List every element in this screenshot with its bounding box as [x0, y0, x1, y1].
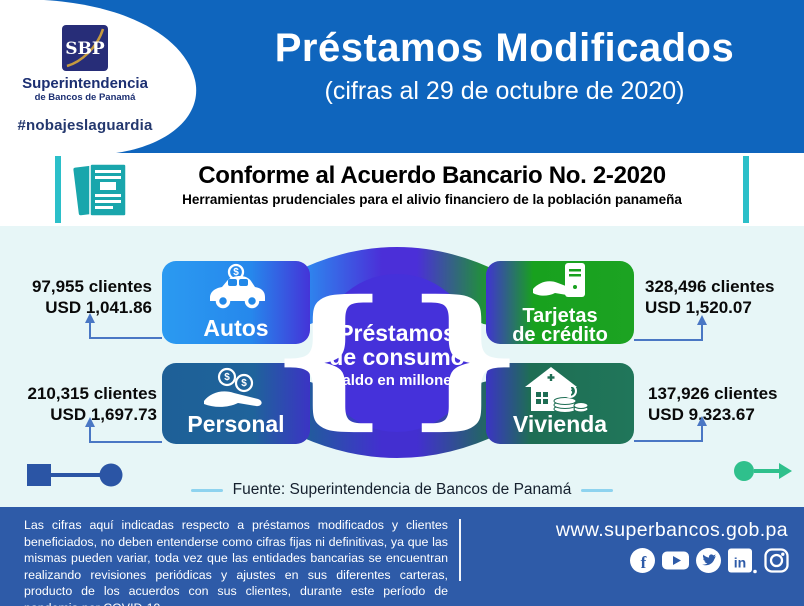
teal-stripe-right: [743, 156, 749, 223]
youtube-icon[interactable]: [661, 547, 690, 574]
svg-text:$: $: [224, 372, 230, 383]
agreement-banner: Conforme al Acuerdo Bancario No. 2-2020 …: [0, 153, 804, 226]
svg-text:$: $: [233, 267, 239, 278]
page-title: Préstamos Modificados: [274, 26, 735, 70]
svg-text:$: $: [241, 378, 247, 389]
personal-clients: 210,315 clientes: [27, 384, 157, 403]
tarjetas-label2: de crédito: [512, 324, 608, 346]
page-subtitle: (cifras al 29 de octubre de 2020): [324, 77, 685, 105]
personal-amount: USD 1,697.73: [50, 405, 157, 424]
tarjetas-amount: USD 1,520.07: [645, 298, 752, 317]
center-circle: [318, 274, 476, 432]
teal-stripe-left: [55, 156, 61, 223]
header-white-blob: [0, 0, 197, 153]
svg-text:in: in: [734, 555, 746, 571]
tarjetas-stats: 328,496 clientes USD 1,520.07: [645, 276, 774, 318]
center-line1: Préstamos: [338, 320, 456, 346]
hand-coins-icon: $ $: [204, 367, 262, 407]
autos-label: Autos: [203, 315, 268, 341]
website-link[interactable]: www.superbancos.gob.pa: [555, 519, 788, 541]
footer: Las cifras aquí indicadas respecto a pré…: [0, 507, 804, 606]
source-dash-right: [581, 488, 614, 492]
sbp-logo: SBP Superintendencia de Bancos de Panamá…: [15, 24, 155, 134]
source-row: Fuente: Superintendencia de Bancos de Pa…: [0, 481, 804, 499]
loans-diagram: { } Préstamos de consumo (saldo en millo…: [162, 247, 634, 458]
right-brace: }: [405, 268, 526, 444]
banner-subtitle: Herramientas prudenciales para el alivio…: [182, 192, 682, 207]
tarjetas-box: [486, 261, 634, 344]
disclaimer-text: Las cifras aquí indicadas respecto a pré…: [24, 518, 448, 606]
org-name-line2: de Bancos de Panamá: [34, 92, 136, 103]
tarjetas-clients: 328,496 clientes: [645, 277, 775, 296]
vivienda-stats: 137,926 clientes USD 9,323.67: [648, 383, 777, 425]
house-coins-icon: $: [525, 367, 589, 413]
svg-text:$: $: [568, 387, 573, 396]
facebook-icon[interactable]: f: [629, 547, 656, 574]
banner-title: Conforme al Acuerdo Bancario No. 2-2020: [198, 162, 666, 189]
org-name-line1: Superintendencia: [22, 75, 148, 92]
source-dash-left: [190, 488, 223, 492]
documents-icon: [73, 163, 127, 217]
twitter-icon[interactable]: [695, 547, 722, 574]
hashtag-label: #nobajeslaguardia: [17, 117, 153, 134]
autos-clients: 97,955 clientes: [31, 277, 152, 296]
car-dollar-icon: $: [210, 263, 265, 309]
personal-label: Personal: [187, 411, 284, 437]
autos-amount: USD 1,041.86: [45, 298, 152, 317]
center-line3: (saldo en millones): [329, 372, 465, 389]
sbp-logo-text: SBP: [65, 39, 105, 59]
autos-stats: 97,955 clientes USD 1,041.86: [32, 276, 152, 318]
tarjetas-label: Tarjetas: [522, 305, 597, 327]
svg-text:f: f: [641, 553, 647, 572]
personal-stats: 210,315 clientes USD 1,697.73: [28, 383, 157, 425]
vivienda-amount: USD 9,323.67: [648, 405, 755, 424]
header: SBP Superintendencia de Bancos de Panamá…: [0, 0, 804, 153]
left-brace: {: [269, 268, 390, 444]
source-label: Fuente: Superintendencia de Bancos de Pa…: [232, 481, 572, 498]
footer-divider: [459, 519, 461, 581]
flow-end-arrow-icon: [734, 461, 792, 481]
linkedin-icon[interactable]: in: [727, 547, 758, 574]
credit-card-hand-icon: [533, 263, 585, 297]
center-line2: de consumo: [329, 344, 464, 370]
social-icons: f in: [629, 547, 790, 574]
sbp-logo-icon: SBP: [62, 25, 108, 71]
vivienda-clients: 137,926 clientes: [648, 384, 778, 403]
instagram-icon[interactable]: [763, 547, 790, 574]
vivienda-label: Vivienda: [513, 411, 607, 437]
autos-box: [162, 261, 310, 344]
